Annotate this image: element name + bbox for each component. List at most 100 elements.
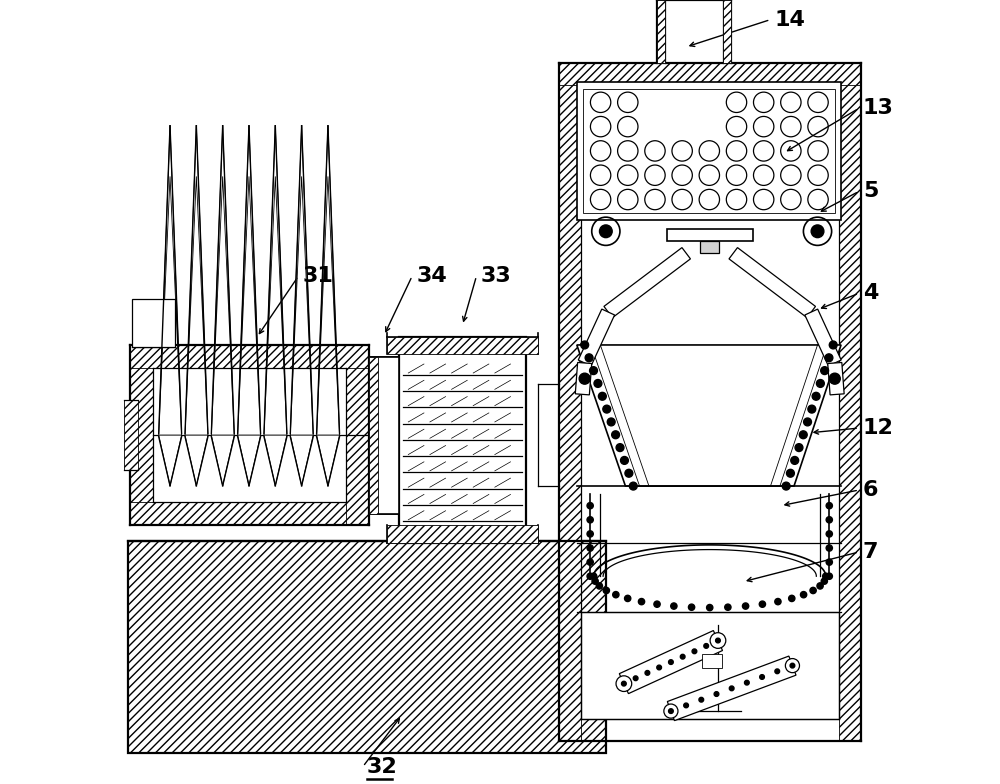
Circle shape <box>785 659 799 673</box>
Circle shape <box>587 503 593 509</box>
Circle shape <box>745 681 749 685</box>
Circle shape <box>816 379 824 387</box>
Circle shape <box>810 587 816 593</box>
Text: 33: 33 <box>480 266 511 286</box>
Circle shape <box>812 392 820 400</box>
Circle shape <box>616 676 632 691</box>
Circle shape <box>587 517 593 523</box>
Bar <box>346 345 369 525</box>
Circle shape <box>664 704 678 718</box>
Circle shape <box>638 598 645 604</box>
Circle shape <box>596 583 603 589</box>
Bar <box>700 241 719 253</box>
Circle shape <box>775 669 780 673</box>
Polygon shape <box>729 248 815 318</box>
Bar <box>132 299 175 347</box>
Bar <box>130 345 153 525</box>
Circle shape <box>603 405 611 413</box>
Circle shape <box>587 573 593 579</box>
Circle shape <box>654 601 660 608</box>
Polygon shape <box>604 248 690 318</box>
Bar <box>124 400 138 470</box>
Polygon shape <box>264 435 287 486</box>
Circle shape <box>669 660 673 665</box>
Circle shape <box>607 418 615 426</box>
Polygon shape <box>238 435 261 486</box>
Circle shape <box>591 573 597 579</box>
Polygon shape <box>667 656 796 720</box>
Circle shape <box>823 573 829 579</box>
Bar <box>723 0 731 63</box>
Circle shape <box>826 545 832 551</box>
Polygon shape <box>577 345 841 486</box>
Circle shape <box>645 670 650 675</box>
Circle shape <box>821 578 827 584</box>
Bar <box>387 337 538 354</box>
Circle shape <box>808 405 816 413</box>
Circle shape <box>826 503 832 509</box>
Circle shape <box>621 456 628 464</box>
Polygon shape <box>828 362 844 395</box>
Circle shape <box>680 655 685 659</box>
Circle shape <box>612 431 620 439</box>
Polygon shape <box>805 309 841 366</box>
Circle shape <box>795 444 803 452</box>
Circle shape <box>594 379 602 387</box>
Polygon shape <box>575 362 592 395</box>
Circle shape <box>699 698 704 702</box>
Circle shape <box>692 649 697 654</box>
Circle shape <box>826 559 832 565</box>
Bar <box>369 357 399 514</box>
Bar <box>387 525 538 543</box>
Circle shape <box>669 709 673 713</box>
Circle shape <box>710 633 726 648</box>
Text: 5: 5 <box>863 181 878 201</box>
Circle shape <box>714 691 719 696</box>
Circle shape <box>616 444 624 452</box>
Circle shape <box>829 373 840 384</box>
Circle shape <box>742 603 749 609</box>
Polygon shape <box>238 125 261 435</box>
Circle shape <box>657 665 662 670</box>
Circle shape <box>592 578 598 584</box>
Polygon shape <box>578 309 615 366</box>
Circle shape <box>811 225 824 238</box>
Circle shape <box>729 686 734 691</box>
Circle shape <box>599 225 612 238</box>
Bar <box>581 612 839 719</box>
Polygon shape <box>185 125 208 435</box>
Circle shape <box>585 354 593 361</box>
Circle shape <box>791 456 799 464</box>
Polygon shape <box>619 630 723 694</box>
Circle shape <box>704 644 709 648</box>
Bar <box>369 357 378 514</box>
Circle shape <box>590 367 597 375</box>
Circle shape <box>725 604 731 611</box>
Bar <box>583 89 835 213</box>
Bar <box>559 63 581 741</box>
Polygon shape <box>317 435 340 486</box>
Bar <box>577 82 841 220</box>
Circle shape <box>799 431 807 439</box>
Circle shape <box>716 638 720 643</box>
Bar <box>702 654 722 668</box>
Circle shape <box>587 559 593 565</box>
Text: 32: 32 <box>367 757 397 777</box>
Polygon shape <box>264 125 287 435</box>
Polygon shape <box>317 125 340 435</box>
Circle shape <box>613 592 619 598</box>
Circle shape <box>790 663 795 668</box>
Circle shape <box>684 703 688 708</box>
Bar <box>657 0 665 63</box>
Circle shape <box>579 373 590 384</box>
Circle shape <box>775 598 781 604</box>
Text: 13: 13 <box>863 98 894 118</box>
Circle shape <box>782 482 790 490</box>
Circle shape <box>800 592 807 598</box>
Circle shape <box>787 470 794 477</box>
Circle shape <box>817 583 823 589</box>
Text: 7: 7 <box>863 542 878 562</box>
Circle shape <box>829 341 837 349</box>
Circle shape <box>629 482 637 490</box>
Circle shape <box>671 603 677 609</box>
